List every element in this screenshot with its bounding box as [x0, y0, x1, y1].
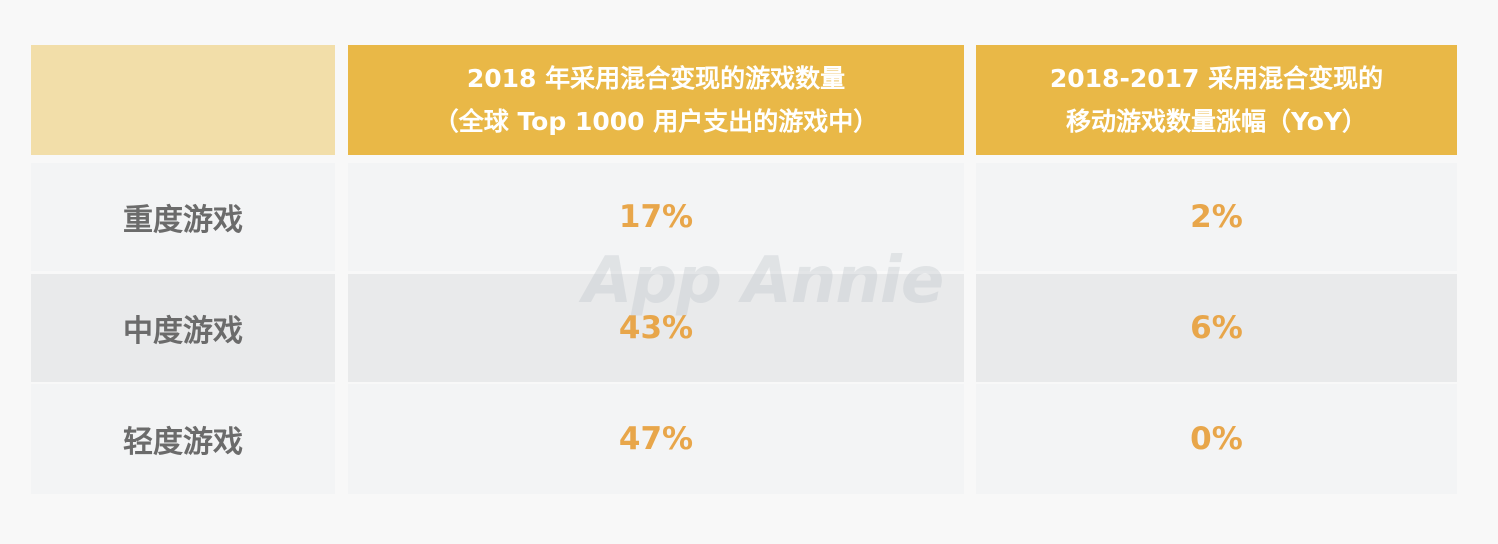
- column-header-line: 2018 年采用混合变现的游戏数量: [466, 64, 846, 93]
- column-header-line: 移动游戏数量涨幅（YoY）: [1065, 107, 1368, 136]
- column-header-hybrid-count: 2018 年采用混合变现的游戏数量 （全球 Top 1000 用户支出的游戏中）: [348, 45, 964, 155]
- row-label: 重度游戏: [31, 163, 335, 271]
- table-corner-cell: [31, 45, 335, 155]
- column-header-line: （全球 Top 1000 用户支出的游戏中）: [433, 107, 879, 136]
- table-cell-value: 0%: [976, 384, 1457, 494]
- column-header-line: 2018-2017 采用混合变现的: [1049, 64, 1384, 93]
- row-label: 中度游戏: [31, 274, 335, 382]
- table-cell-value: 47%: [348, 384, 964, 494]
- column-header-yoy-growth: 2018-2017 采用混合变现的 移动游戏数量涨幅（YoY）: [976, 45, 1457, 155]
- table-cell-value: 2%: [976, 163, 1457, 271]
- table-cell-value: 43%: [348, 274, 964, 382]
- row-label: 轻度游戏: [31, 384, 335, 494]
- table-cell-value: 17%: [348, 163, 964, 271]
- table-cell-value: 6%: [976, 274, 1457, 382]
